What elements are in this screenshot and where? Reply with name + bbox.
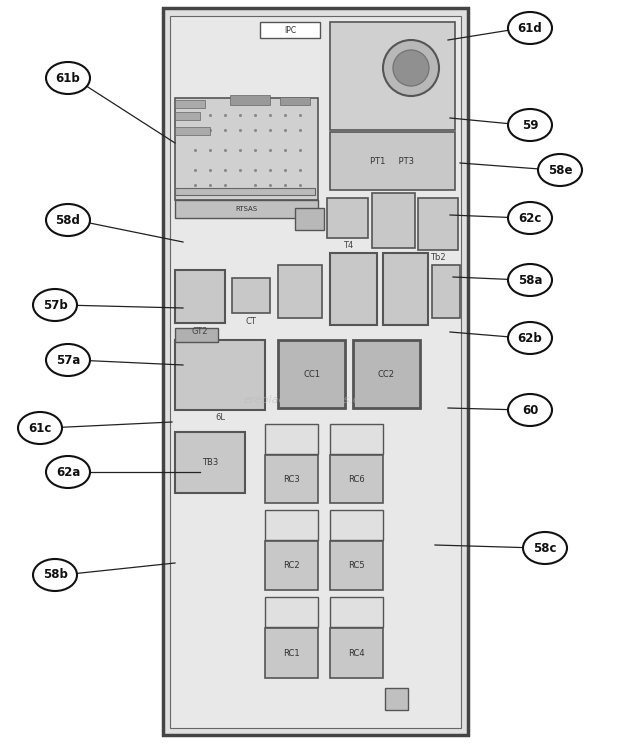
Ellipse shape [46, 344, 90, 376]
Bar [175, 112, 200, 120]
Bar [175, 432, 245, 493]
Text: 58a: 58a [518, 274, 542, 286]
Bar [175, 340, 265, 410]
Text: PT1     PT3: PT1 PT3 [371, 156, 415, 165]
Ellipse shape [508, 264, 552, 296]
Text: Tb2: Tb2 [430, 253, 446, 262]
Bar [280, 97, 310, 105]
Ellipse shape [508, 394, 552, 426]
Bar [175, 270, 225, 323]
Text: TB3: TB3 [202, 458, 218, 467]
Bar [175, 328, 218, 342]
Bar [330, 541, 383, 590]
Text: CC1: CC1 [303, 370, 320, 378]
Bar [175, 200, 318, 218]
Bar [175, 188, 315, 195]
Bar [353, 340, 420, 408]
Text: CT: CT [246, 317, 257, 326]
Bar [175, 100, 205, 108]
Text: RC5: RC5 [348, 561, 365, 570]
Circle shape [393, 50, 429, 86]
Ellipse shape [508, 322, 552, 354]
Text: RC4: RC4 [348, 649, 365, 657]
Bar [265, 455, 318, 503]
Bar [383, 253, 428, 325]
Bar [432, 265, 460, 318]
Text: RC1: RC1 [283, 649, 300, 657]
Ellipse shape [33, 559, 77, 591]
Bar [265, 597, 318, 627]
Bar [295, 208, 324, 230]
Bar [330, 455, 383, 503]
Bar [278, 340, 345, 408]
Text: RC2: RC2 [283, 561, 300, 570]
Ellipse shape [508, 202, 552, 234]
Circle shape [383, 40, 439, 96]
Bar [330, 628, 383, 678]
Bar [330, 22, 455, 130]
Text: 57a: 57a [56, 354, 80, 367]
Text: 62b: 62b [518, 331, 542, 345]
Bar [230, 95, 270, 105]
Text: 62c: 62c [518, 212, 542, 224]
Ellipse shape [508, 109, 552, 141]
Bar [385, 688, 408, 710]
Text: 60: 60 [522, 403, 538, 417]
Ellipse shape [18, 412, 62, 444]
Bar [175, 98, 318, 200]
Bar [265, 510, 318, 540]
Ellipse shape [33, 289, 77, 321]
Text: T4: T4 [343, 241, 353, 250]
Text: 61d: 61d [518, 22, 542, 34]
Text: IPC: IPC [284, 25, 296, 34]
Text: 61b: 61b [56, 72, 81, 85]
Bar [330, 424, 383, 454]
Text: 59: 59 [522, 118, 538, 132]
Ellipse shape [46, 204, 90, 236]
Bar [260, 22, 320, 38]
Text: 6L: 6L [215, 413, 225, 422]
Bar [330, 253, 377, 325]
Bar [232, 278, 270, 313]
Ellipse shape [523, 532, 567, 564]
Text: ereplacementparts.com: ereplacementparts.com [243, 395, 377, 405]
Bar [278, 265, 322, 318]
Text: RC3: RC3 [283, 474, 300, 483]
Text: 58d: 58d [56, 213, 81, 227]
Bar [330, 510, 383, 540]
Text: RTSAS: RTSAS [236, 206, 257, 212]
Text: 62a: 62a [56, 465, 80, 479]
Bar [265, 541, 318, 590]
Bar [265, 424, 318, 454]
Text: 61c: 61c [29, 422, 51, 435]
Bar [330, 597, 383, 627]
Bar [330, 132, 455, 190]
Bar [170, 16, 461, 728]
Bar [163, 8, 468, 735]
Ellipse shape [46, 456, 90, 488]
Bar [265, 628, 318, 678]
Text: RC6: RC6 [348, 474, 365, 483]
Text: 58c: 58c [533, 542, 557, 554]
Bar [327, 198, 368, 238]
Text: 58e: 58e [547, 164, 572, 177]
Ellipse shape [46, 62, 90, 94]
Bar [418, 198, 458, 250]
Ellipse shape [538, 154, 582, 186]
Text: CC2: CC2 [378, 370, 395, 378]
Text: GT2: GT2 [192, 327, 208, 336]
Text: 57b: 57b [43, 298, 68, 311]
Bar [175, 127, 210, 135]
Bar [372, 193, 415, 248]
Ellipse shape [508, 12, 552, 44]
Text: 58b: 58b [43, 568, 68, 581]
